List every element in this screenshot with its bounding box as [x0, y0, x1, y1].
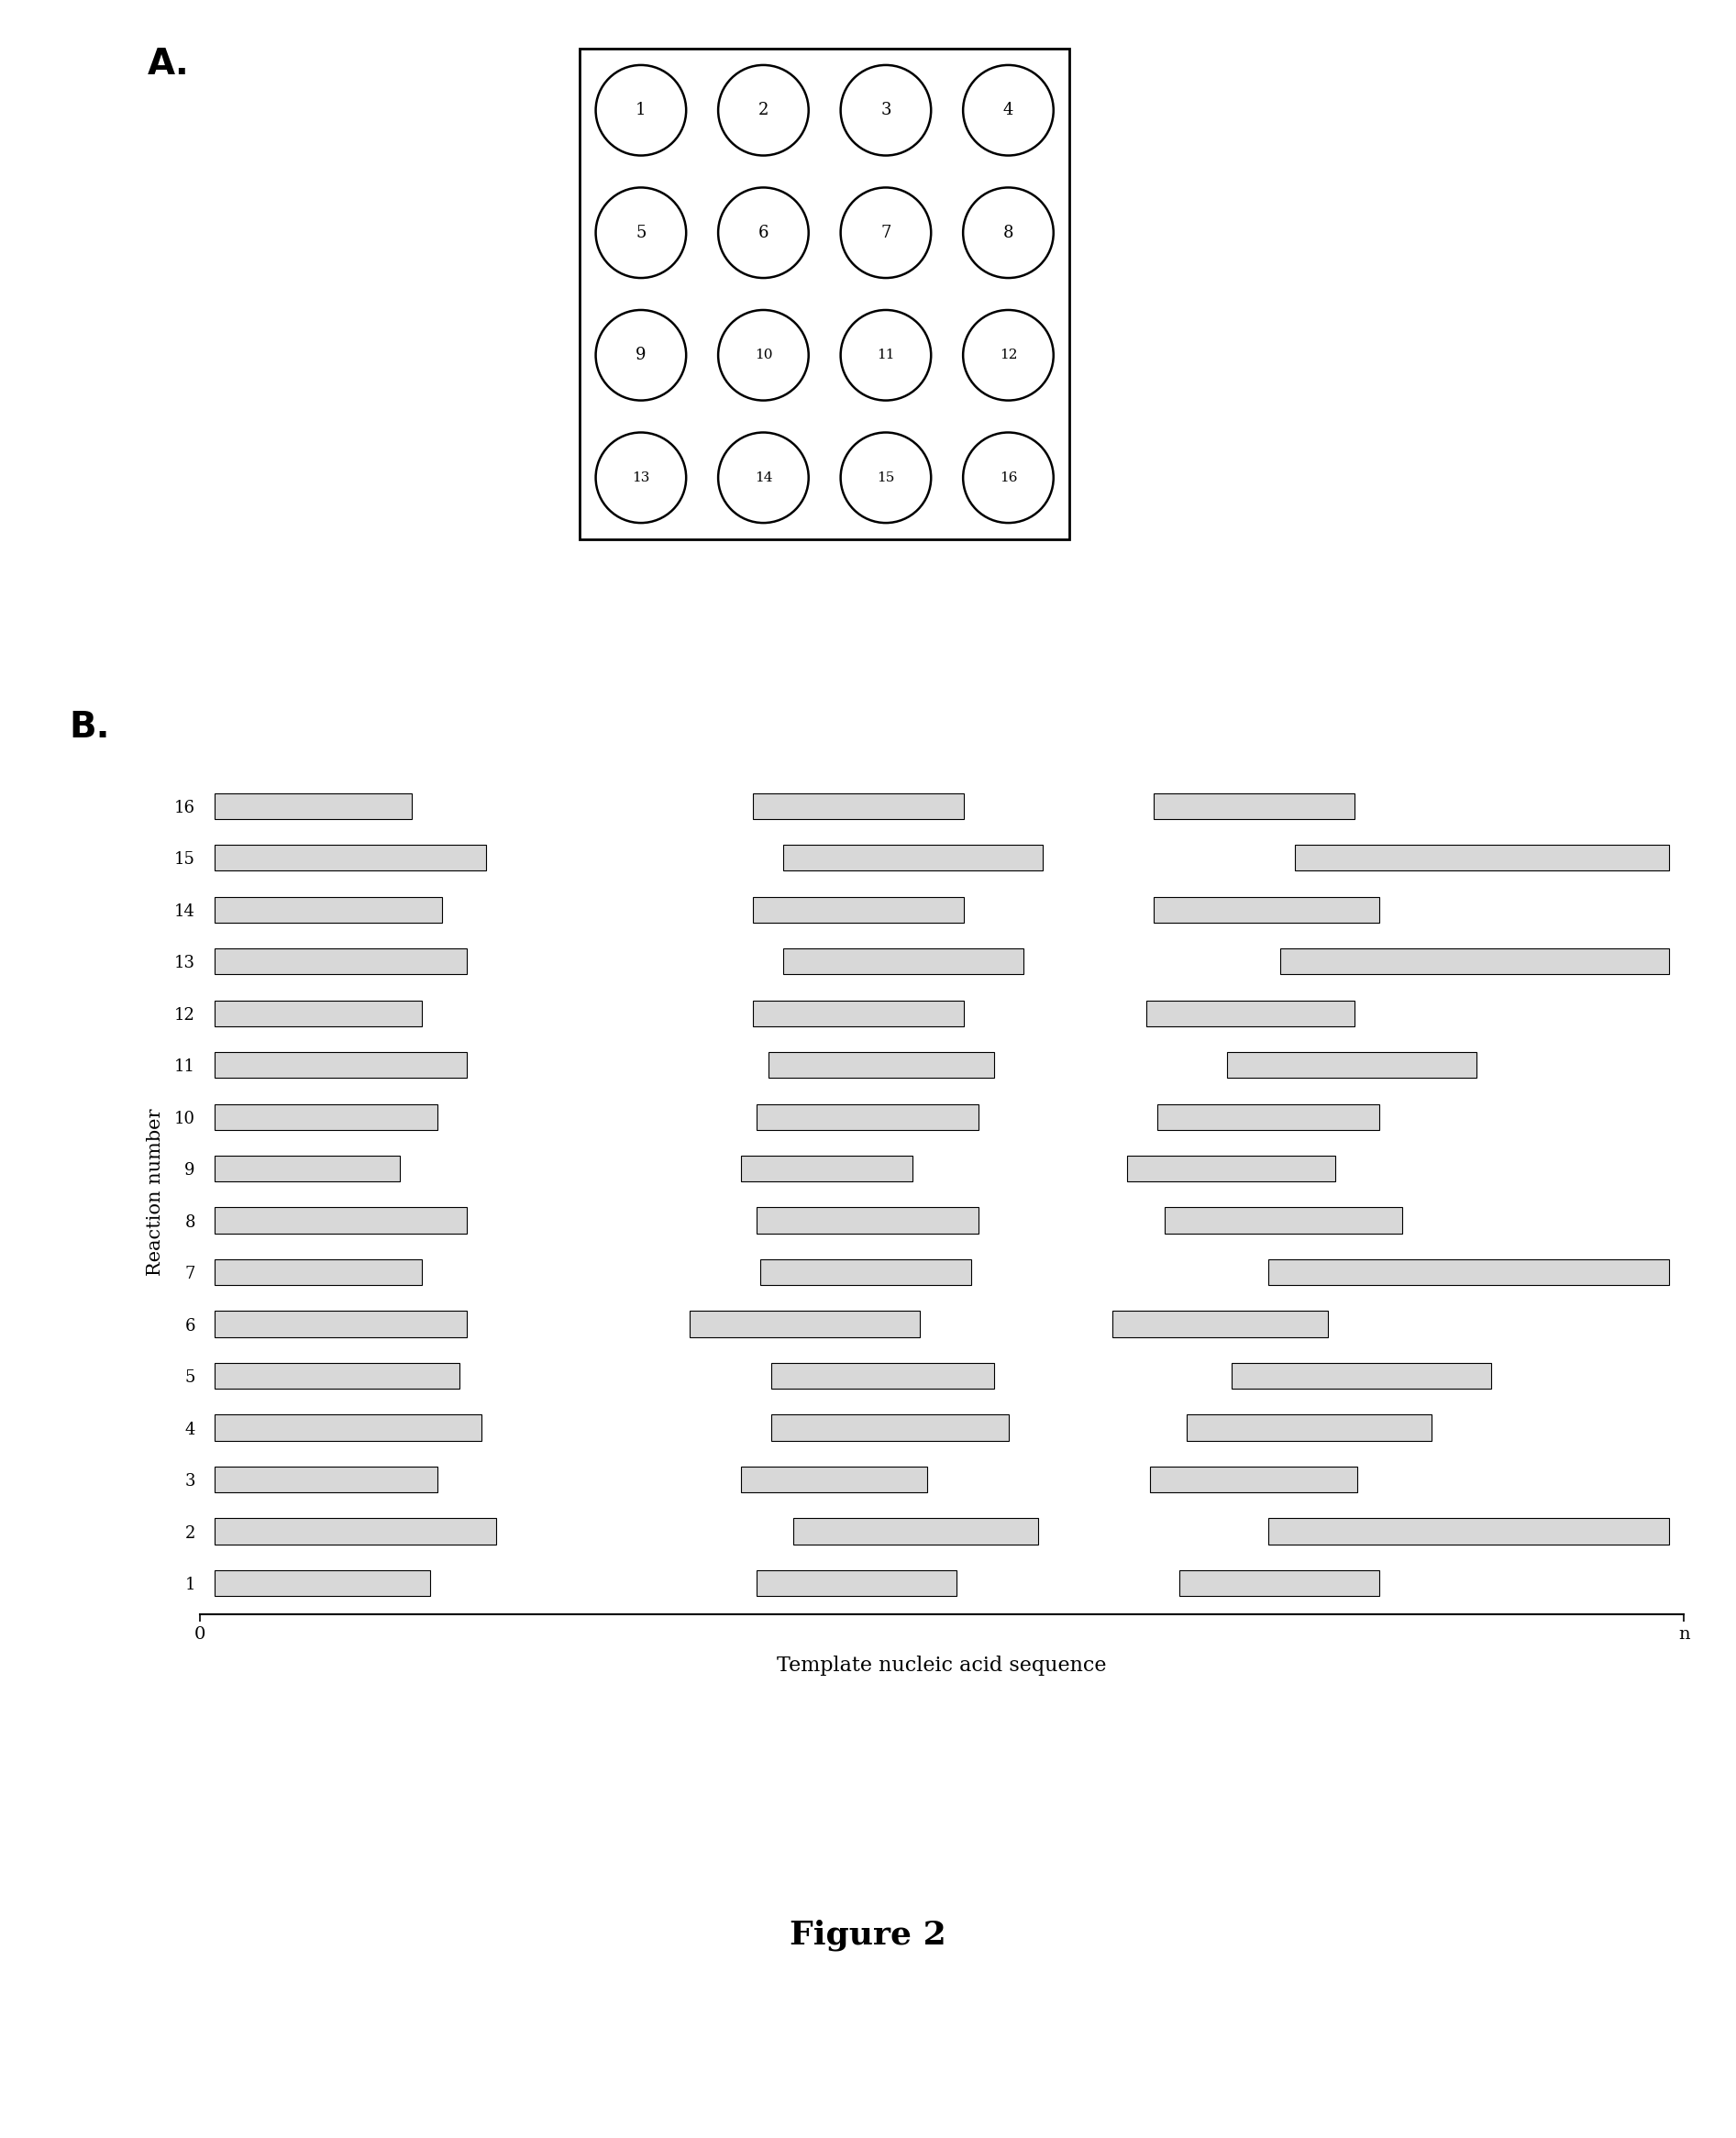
Bar: [771, 1415, 1009, 1441]
Bar: [215, 949, 467, 975]
Bar: [215, 1415, 481, 1441]
Bar: [215, 1208, 467, 1234]
Bar: [215, 1518, 496, 1544]
Bar: [1227, 1052, 1476, 1078]
Text: 8: 8: [1003, 224, 1014, 242]
Bar: [757, 1103, 979, 1129]
Bar: [215, 1467, 437, 1492]
Bar: [1295, 845, 1668, 870]
Circle shape: [719, 188, 809, 278]
Circle shape: [595, 310, 686, 400]
Text: 10: 10: [755, 348, 773, 361]
Bar: [689, 1311, 920, 1336]
Bar: [215, 1569, 431, 1597]
Bar: [215, 1311, 467, 1336]
Bar: [1113, 1311, 1328, 1336]
Text: 7: 7: [880, 224, 891, 242]
Text: 15: 15: [877, 470, 894, 483]
Bar: [793, 1518, 1038, 1544]
Text: 12: 12: [1000, 348, 1017, 361]
Bar: [1154, 896, 1380, 921]
Circle shape: [719, 310, 809, 400]
Bar: [215, 1157, 399, 1182]
Text: 5: 5: [635, 224, 646, 242]
Bar: [1154, 793, 1354, 819]
Y-axis label: Reaction number: Reaction number: [146, 1107, 163, 1276]
Bar: [1156, 1103, 1380, 1129]
Text: 16: 16: [1000, 470, 1017, 483]
Bar: [215, 896, 441, 921]
Bar: [757, 1208, 979, 1234]
Bar: [1179, 1569, 1380, 1597]
Circle shape: [719, 64, 809, 156]
Text: 3: 3: [880, 103, 891, 118]
X-axis label: Template nucleic acid sequence: Template nucleic acid sequence: [778, 1655, 1106, 1676]
Bar: [760, 1259, 972, 1285]
Bar: [215, 845, 486, 870]
Bar: [215, 1362, 460, 1390]
Bar: [1269, 1518, 1668, 1544]
Text: 9: 9: [635, 346, 646, 363]
Bar: [1146, 1001, 1354, 1026]
Bar: [1165, 1208, 1403, 1234]
Circle shape: [719, 432, 809, 524]
Circle shape: [963, 432, 1054, 524]
Bar: [753, 793, 963, 819]
Circle shape: [963, 310, 1054, 400]
Text: 14: 14: [755, 470, 773, 483]
Text: 6: 6: [759, 224, 769, 242]
Text: A.: A.: [148, 47, 189, 81]
Text: 2: 2: [759, 103, 769, 118]
Bar: [1279, 949, 1668, 975]
Bar: [1231, 1362, 1491, 1390]
Circle shape: [840, 432, 930, 524]
Bar: [215, 793, 411, 819]
Circle shape: [840, 64, 930, 156]
Bar: [783, 845, 1043, 870]
Text: 13: 13: [632, 470, 649, 483]
Bar: [1187, 1415, 1432, 1441]
Bar: [215, 1052, 467, 1078]
Bar: [215, 1103, 437, 1129]
Bar: [757, 1569, 957, 1597]
Bar: [741, 1157, 911, 1182]
Circle shape: [963, 188, 1054, 278]
Bar: [215, 1001, 422, 1026]
Bar: [1269, 1259, 1668, 1285]
Text: 1: 1: [635, 103, 646, 118]
Bar: [1149, 1467, 1358, 1492]
Circle shape: [595, 188, 686, 278]
Text: B.: B.: [69, 710, 111, 744]
Text: 4: 4: [1003, 103, 1014, 118]
Circle shape: [840, 188, 930, 278]
Bar: [753, 1001, 963, 1026]
Text: Figure 2: Figure 2: [790, 1920, 946, 1950]
Bar: [741, 1467, 927, 1492]
Circle shape: [595, 432, 686, 524]
Bar: [215, 1259, 422, 1285]
Bar: [1127, 1157, 1335, 1182]
Text: 11: 11: [877, 348, 894, 361]
Circle shape: [840, 310, 930, 400]
Bar: [771, 1362, 993, 1390]
Circle shape: [963, 64, 1054, 156]
Circle shape: [595, 64, 686, 156]
Bar: [783, 949, 1024, 975]
Bar: [767, 1052, 993, 1078]
Bar: [753, 896, 963, 921]
